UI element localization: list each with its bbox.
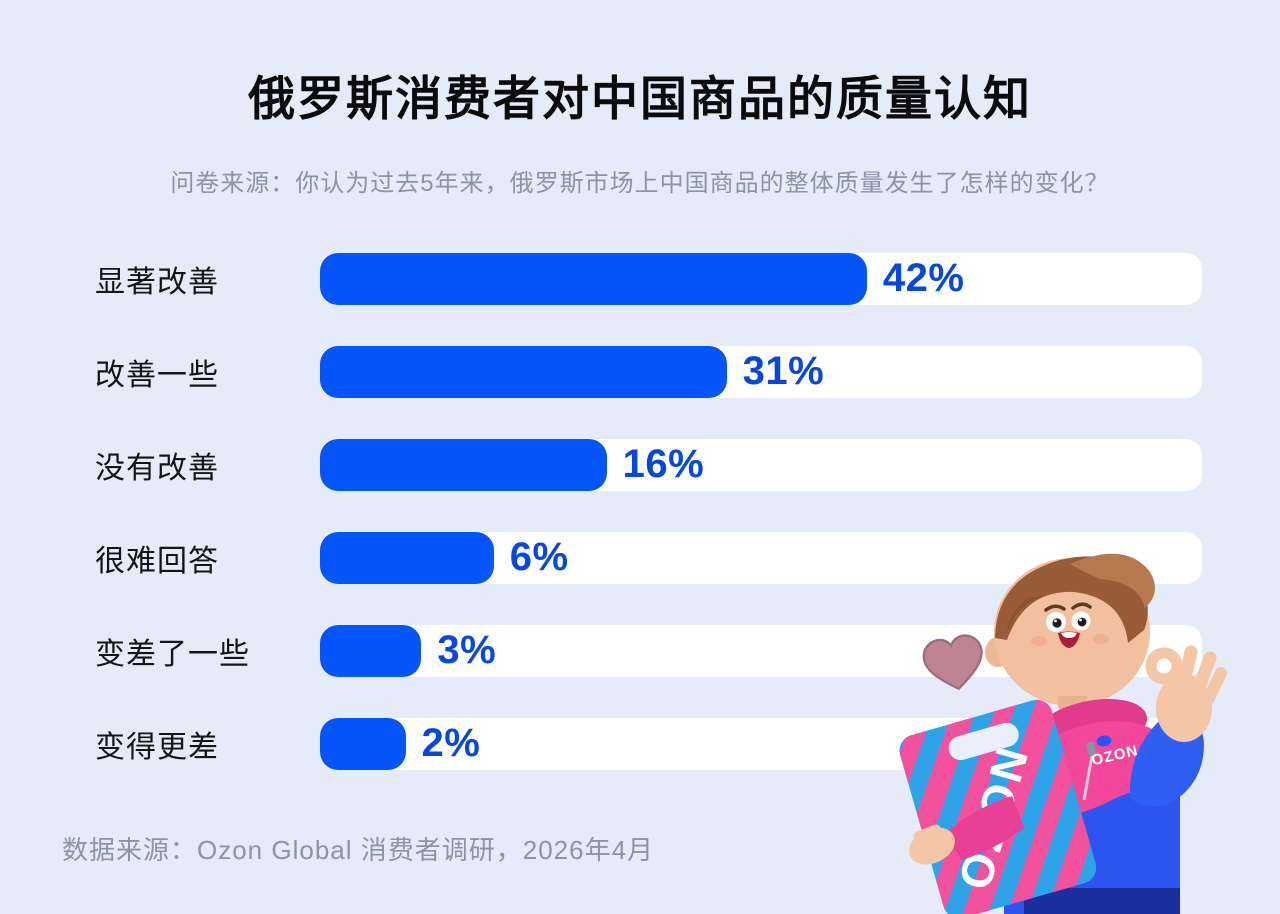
category-label: 很难回答 bbox=[95, 545, 219, 578]
source-note: 数据来源：Ozon Global 消费者调研，2026年4月 bbox=[62, 835, 655, 865]
bar-chart: 显著改善 42% 改善一些 31% 没有改善 16% 很难回答 6% 变差了一些… bbox=[95, 253, 1202, 811]
bar-track: 16% bbox=[320, 439, 1202, 491]
bar-track: 31% bbox=[320, 346, 1202, 398]
mascot-hair bbox=[995, 553, 1155, 643]
mascot-face bbox=[1031, 602, 1109, 648]
value-label: 31% bbox=[742, 349, 825, 393]
bar bbox=[320, 439, 607, 491]
chart-row: 改善一些 31% bbox=[95, 346, 1202, 398]
chart-row: 显著改善 42% bbox=[95, 253, 1202, 305]
mascot-left-hand bbox=[909, 796, 1024, 865]
category-label: 变得更差 bbox=[95, 731, 219, 764]
category-label: 改善一些 bbox=[95, 359, 219, 392]
bar-track: 42% bbox=[320, 253, 1202, 305]
category-label: 没有改善 bbox=[95, 452, 219, 485]
value-label: 2% bbox=[421, 721, 481, 765]
chart-row: 很难回答 6% bbox=[95, 532, 1202, 584]
chart-row: 没有改善 16% bbox=[95, 439, 1202, 491]
value-label: 42% bbox=[882, 256, 965, 300]
value-label: 3% bbox=[437, 628, 497, 672]
ok-hand bbox=[1129, 645, 1227, 807]
bar bbox=[320, 346, 727, 398]
bar bbox=[320, 718, 406, 770]
value-label: 16% bbox=[622, 442, 705, 486]
bag-handle bbox=[948, 722, 1019, 761]
bar bbox=[320, 253, 867, 305]
page-title: 俄罗斯消费者对中国商品的质量认知 bbox=[248, 72, 1032, 125]
heart-icon bbox=[922, 634, 983, 691]
value-label: 6% bbox=[509, 535, 569, 579]
ozon-mascot-illustration: OZON bbox=[895, 553, 1227, 914]
survey-question-subtitle: 问卷来源：你认为过去5年来，俄罗斯市场上中国商品的整体质量发生了怎样的变化？ bbox=[170, 170, 1110, 197]
category-label: 变差了一些 bbox=[95, 638, 250, 671]
category-label: 显著改善 bbox=[95, 266, 219, 299]
mascot-head bbox=[985, 553, 1155, 718]
bar bbox=[320, 625, 422, 677]
bar bbox=[320, 532, 494, 584]
